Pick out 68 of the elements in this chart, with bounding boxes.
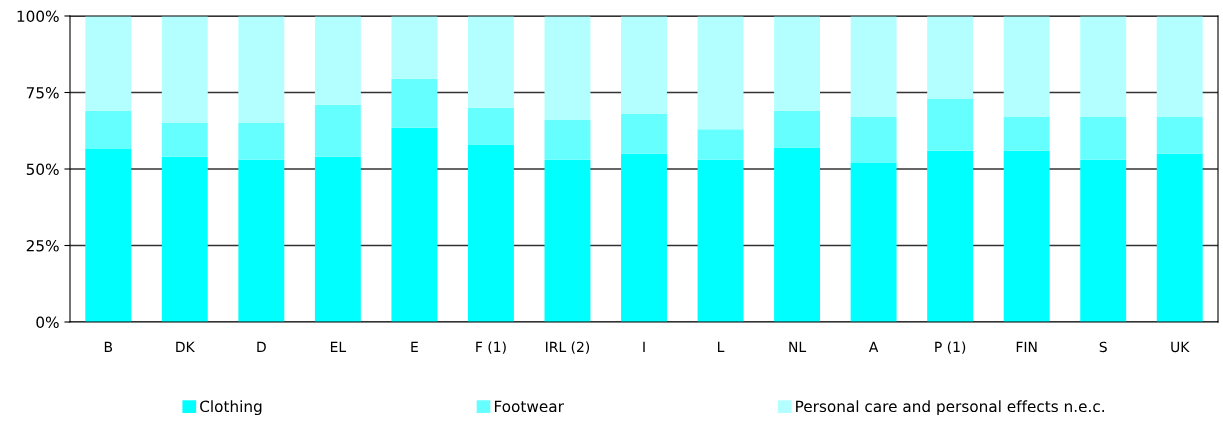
bar	[850, 162, 897, 322]
x-tick-label: EL	[330, 341, 347, 352]
legend-label: Clothing	[200, 400, 262, 416]
x-tick-label: F (1)	[476, 341, 506, 354]
bar	[544, 16, 591, 121]
x-tick-label: A	[868, 341, 879, 352]
bar	[774, 110, 821, 148]
bar	[238, 123, 285, 160]
bar	[774, 147, 821, 322]
bar	[544, 120, 591, 160]
bar	[1080, 16, 1127, 117]
bar	[238, 159, 285, 322]
x-tick-label: I	[643, 341, 645, 352]
bar	[467, 16, 514, 108]
legend-label: Footwear	[494, 400, 564, 413]
x-tick-label: E	[411, 341, 418, 352]
bar	[927, 98, 974, 151]
x-tick-label: P (1)	[935, 341, 966, 354]
x-tick-label: D	[257, 341, 266, 352]
bar	[161, 123, 208, 157]
bar	[927, 150, 974, 322]
bar	[850, 16, 897, 117]
bar	[1080, 159, 1127, 322]
bar	[85, 149, 132, 322]
y-tick-label: 25%	[26, 239, 59, 252]
bar	[697, 159, 744, 322]
bar	[621, 113, 667, 154]
x-tick-label: UK	[1171, 341, 1190, 353]
bar	[467, 107, 514, 145]
bar	[238, 16, 285, 124]
bar	[621, 153, 667, 322]
bar	[927, 16, 974, 99]
bar	[621, 16, 667, 114]
bar	[697, 16, 744, 130]
x-tick-label: L	[718, 341, 725, 352]
bar	[1156, 153, 1203, 322]
x-tick-label: FIN	[1016, 341, 1037, 352]
bar	[85, 16, 132, 111]
x-tick-label: B	[104, 341, 113, 352]
bar	[314, 156, 361, 322]
x-tick-label: DK	[176, 341, 195, 352]
bar	[314, 104, 361, 157]
y-tick-label: 100%	[17, 10, 59, 23]
bar	[391, 127, 438, 322]
bar	[697, 129, 744, 160]
bar	[391, 78, 438, 128]
bar	[1080, 116, 1127, 160]
bar	[1156, 16, 1203, 117]
bar	[1003, 116, 1050, 151]
x-tick-label: IRL (2)	[546, 341, 590, 354]
bar	[161, 16, 208, 124]
bar	[161, 156, 208, 322]
legend-label: Personal care and personal effects n.e.c.	[796, 400, 1104, 416]
bar	[391, 16, 438, 79]
y-tick-label: 75%	[26, 86, 59, 99]
bar	[544, 159, 591, 322]
bar	[1003, 150, 1050, 322]
bar	[774, 16, 821, 111]
bar	[467, 144, 514, 322]
y-tick-label: 0%	[36, 316, 59, 329]
bar	[1156, 116, 1203, 154]
x-tick-label: NL	[789, 341, 807, 352]
y-tick-label: 50%	[26, 163, 59, 176]
bar	[850, 116, 897, 163]
bar	[85, 110, 132, 150]
bar	[314, 16, 361, 105]
x-tick-label: S	[1099, 341, 1107, 353]
bar	[1003, 16, 1050, 117]
